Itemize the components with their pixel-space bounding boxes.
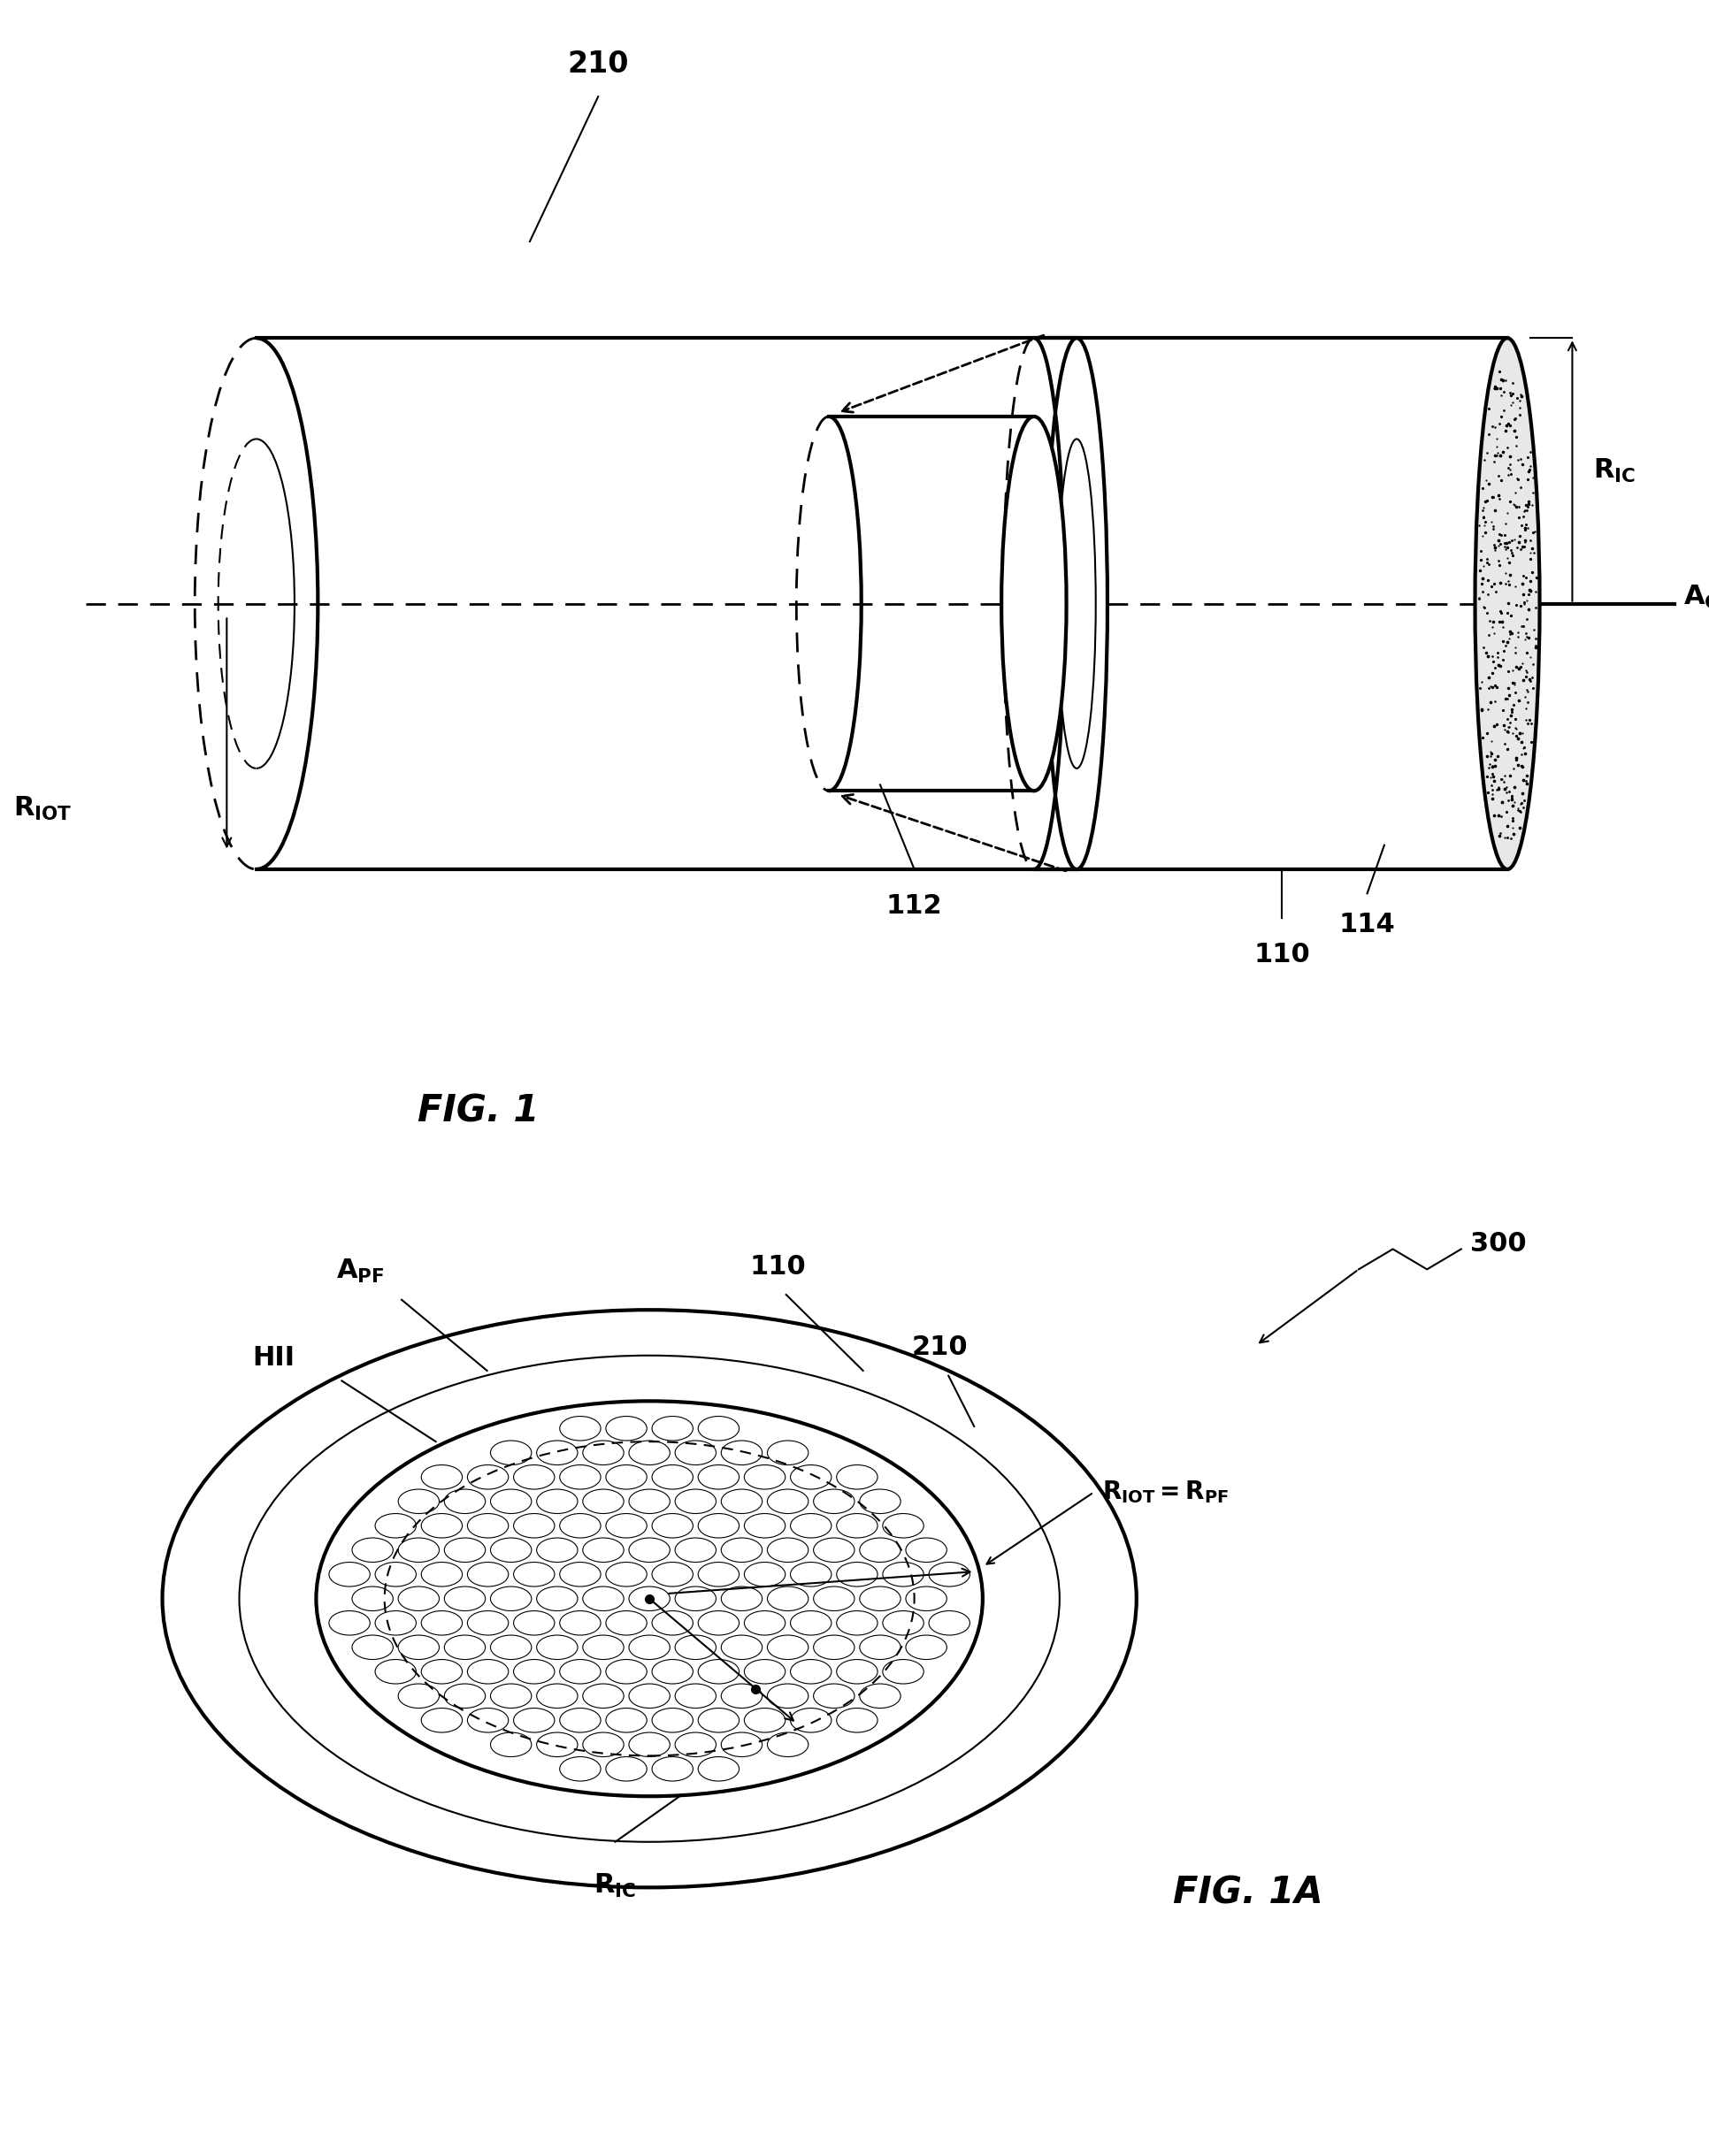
- Ellipse shape: [316, 1401, 983, 1796]
- Ellipse shape: [1058, 440, 1095, 768]
- Text: 110: 110: [750, 1255, 805, 1279]
- Text: $\mathbf{R_{IC}}$: $\mathbf{R_{IC}}$: [595, 1871, 636, 1899]
- Text: $\mathbf{R_{IOT} = R_{PF}}$: $\mathbf{R_{IOT} = R_{PF}}$: [1102, 1479, 1229, 1505]
- Text: HII: HII: [253, 1345, 294, 1371]
- Ellipse shape: [1475, 338, 1540, 869]
- Text: 210: 210: [567, 50, 629, 78]
- Text: 114: 114: [1340, 912, 1395, 938]
- Text: $\mathbf{A_{PF}}$: $\mathbf{A_{PF}}$: [337, 1257, 385, 1285]
- Ellipse shape: [1001, 416, 1066, 791]
- Text: FIG. 1A: FIG. 1A: [1172, 1874, 1323, 1910]
- Text: 210: 210: [913, 1335, 967, 1360]
- Ellipse shape: [162, 1311, 1136, 1886]
- Text: $\mathbf{R_{IC}}$: $\mathbf{R_{IC}}$: [1593, 457, 1636, 485]
- Text: $\mathbf{R_{IOT}}$: $\mathbf{R_{IOT}}$: [14, 796, 72, 824]
- Text: 112: 112: [887, 893, 942, 918]
- Text: FIG. 1: FIG. 1: [417, 1093, 540, 1130]
- Text: $\mathbf{A_C}$: $\mathbf{A_C}$: [1683, 584, 1709, 612]
- Ellipse shape: [1046, 338, 1107, 869]
- Text: 110: 110: [1254, 942, 1309, 968]
- Ellipse shape: [239, 1356, 1060, 1841]
- Text: 300: 300: [1470, 1231, 1526, 1257]
